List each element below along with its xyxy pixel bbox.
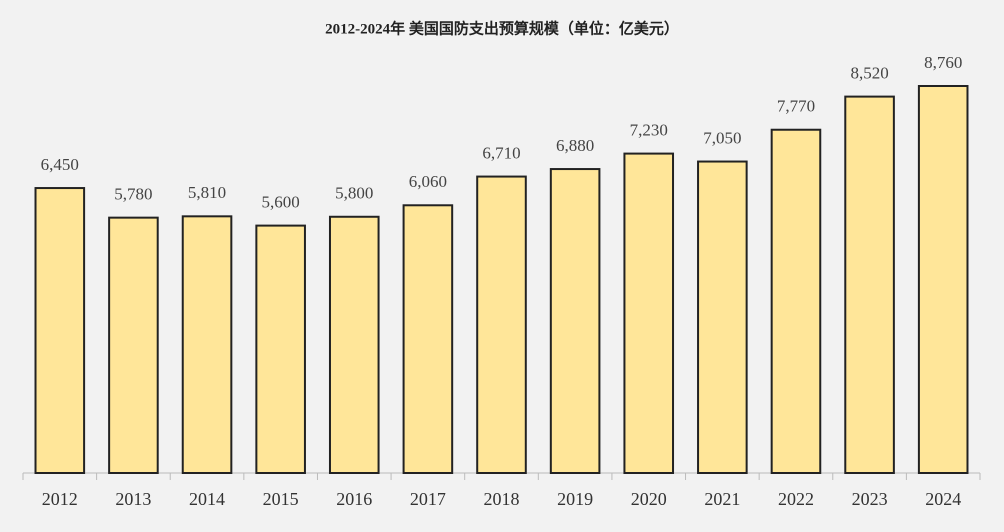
x-tick-label: 2017 <box>410 489 446 509</box>
x-tick-label: 2022 <box>778 489 814 509</box>
x-tick-label: 2015 <box>263 489 299 509</box>
value-label: 8,760 <box>924 53 962 72</box>
x-tick-label: 2016 <box>336 489 372 509</box>
bar <box>402 204 454 474</box>
value-label: 5,800 <box>335 184 373 203</box>
value-label: 6,450 <box>41 155 79 174</box>
x-tick-label: 2018 <box>484 489 520 509</box>
bar <box>181 215 233 474</box>
chart-title: 2012-2024年 美国国防支出预算规模（单位：亿美元） <box>325 19 679 37</box>
value-label: 6,060 <box>409 172 447 191</box>
x-tick-label: 2012 <box>42 489 78 509</box>
value-label: 5,780 <box>114 185 152 204</box>
x-tick-label: 2024 <box>925 489 961 509</box>
x-tick-label: 2021 <box>704 489 740 509</box>
x-tick-label: 2023 <box>852 489 888 509</box>
bar <box>770 128 822 474</box>
x-tick-label: 2014 <box>189 489 225 509</box>
value-label: 8,520 <box>850 64 888 83</box>
bar <box>34 187 86 475</box>
bar <box>108 216 159 474</box>
bar <box>844 95 895 474</box>
x-tick-label: 2013 <box>115 489 151 509</box>
value-label: 5,600 <box>262 193 300 212</box>
bar <box>328 215 380 474</box>
value-label: 7,770 <box>777 97 815 116</box>
value-label: 7,050 <box>703 128 741 147</box>
x-tick-label: 2019 <box>557 489 593 509</box>
value-label: 7,230 <box>630 120 668 139</box>
bar <box>549 168 601 474</box>
x-tick-label: 2020 <box>631 489 667 509</box>
bar <box>476 175 527 474</box>
bar <box>623 152 675 474</box>
bar <box>255 224 306 474</box>
value-label: 6,880 <box>556 136 594 155</box>
value-label: 6,710 <box>482 143 520 162</box>
bar <box>697 160 748 474</box>
value-label: 5,810 <box>188 183 226 202</box>
bar <box>917 85 969 474</box>
